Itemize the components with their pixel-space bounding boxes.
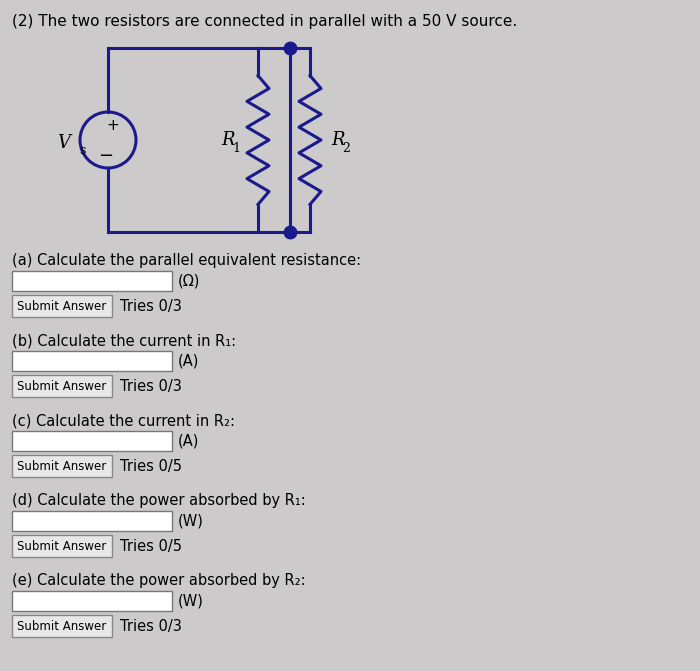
Text: Submit Answer: Submit Answer (18, 299, 106, 313)
Bar (12, 295, 112, 317)
Text: (2) The two resistors are connected in parallel with a 50 V source.: (2) The two resistors are connected in p… (12, 14, 517, 29)
Text: 1: 1 (232, 142, 240, 154)
Bar (12, 535, 112, 557)
Text: (e) Calculate the power absorbed by R₂:: (e) Calculate the power absorbed by R₂: (12, 573, 306, 588)
Text: Submit Answer: Submit Answer (18, 460, 106, 472)
Text: (c) Calculate the current in R₂:: (c) Calculate the current in R₂: (12, 413, 235, 428)
Text: (b) Calculate the current in R₁:: (b) Calculate the current in R₁: (12, 333, 236, 348)
Text: Tries 0/3: Tries 0/3 (120, 378, 182, 393)
Text: Submit Answer: Submit Answer (18, 380, 106, 393)
Bar (12, 455, 112, 477)
Bar (12, 431, 172, 451)
Bar (12, 271, 172, 291)
Text: +: + (106, 117, 120, 132)
Text: V: V (57, 134, 70, 152)
Text: R: R (331, 131, 344, 149)
Text: (W): (W) (178, 513, 204, 529)
Bar (12, 375, 112, 397)
Text: (a) Calculate the parallel equivalent resistance:: (a) Calculate the parallel equivalent re… (12, 253, 361, 268)
Text: Tries 0/3: Tries 0/3 (120, 619, 182, 633)
Text: Submit Answer: Submit Answer (18, 539, 106, 552)
Text: 2: 2 (342, 142, 350, 154)
Text: −: − (99, 147, 113, 165)
Text: Tries 0/5: Tries 0/5 (120, 458, 182, 474)
Text: (A): (A) (178, 433, 200, 448)
Bar (12, 615, 112, 637)
Text: (Ω): (Ω) (178, 274, 200, 289)
Text: s: s (79, 144, 85, 156)
Text: (W): (W) (178, 594, 204, 609)
Text: (d) Calculate the power absorbed by R₁:: (d) Calculate the power absorbed by R₁: (12, 493, 306, 508)
Text: R: R (221, 131, 234, 149)
Text: Tries 0/3: Tries 0/3 (120, 299, 182, 313)
Text: Tries 0/5: Tries 0/5 (120, 539, 182, 554)
Bar (12, 351, 172, 371)
Bar (12, 591, 172, 611)
Text: (A): (A) (178, 354, 200, 368)
Text: Submit Answer: Submit Answer (18, 619, 106, 633)
Bar (12, 511, 172, 531)
